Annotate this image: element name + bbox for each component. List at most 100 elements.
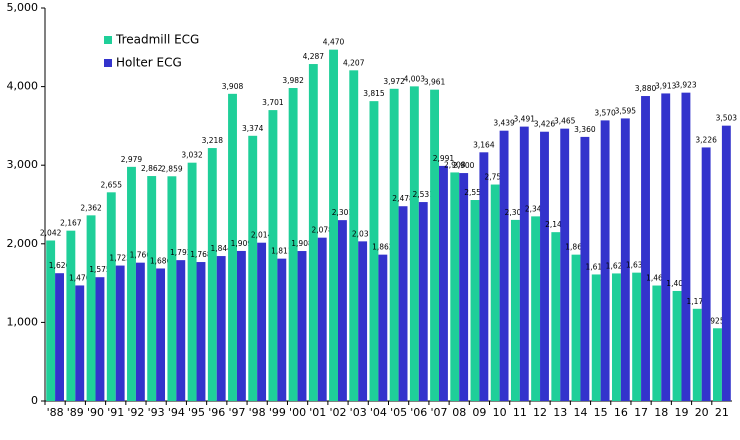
value-label: 3,595 [615, 106, 637, 115]
bar [531, 216, 541, 401]
value-label: 3,374 [242, 124, 264, 133]
bar [86, 215, 96, 401]
bar [248, 135, 258, 402]
value-label: 3,439 [493, 119, 515, 128]
value-label: 2,362 [80, 203, 102, 212]
y-tick-label: 5,000 [7, 1, 39, 14]
x-tick-label: 18 [654, 406, 668, 419]
value-label: 3,360 [574, 125, 596, 134]
bar [268, 110, 278, 401]
bar [620, 118, 630, 402]
value-label: 3,503 [716, 114, 738, 123]
bar [147, 176, 157, 401]
value-label: 1,469 [646, 274, 668, 283]
y-tick-label: 2,000 [7, 237, 39, 250]
bar [591, 274, 601, 401]
value-label: 2,014 [251, 231, 273, 240]
bar [459, 173, 469, 401]
value-label: 2,349 [525, 204, 547, 213]
bar [560, 128, 570, 401]
bar [721, 125, 731, 402]
x-tick-label: '92 [127, 406, 144, 419]
value-label: 3,961 [424, 78, 446, 87]
bar [187, 162, 197, 401]
value-label: 4,287 [303, 52, 325, 61]
x-tick-label: '88 [47, 406, 64, 419]
x-tick-label: '01 [309, 406, 326, 419]
bar [600, 120, 610, 401]
value-label: 2,078 [311, 226, 333, 235]
bar [66, 230, 76, 401]
value-label: 1,686 [150, 256, 172, 265]
bar [713, 328, 722, 401]
value-label: 1,626 [49, 261, 71, 270]
x-tick-label: '89 [67, 406, 84, 419]
bar [317, 237, 327, 401]
bar [490, 184, 500, 401]
bar [95, 277, 105, 401]
bar [519, 126, 529, 402]
x-tick-label: 09 [472, 406, 486, 419]
value-label: 1,844 [210, 244, 232, 253]
x-tick-label: 19 [674, 406, 688, 419]
y-tick-label: 3,000 [7, 158, 39, 171]
bar [701, 147, 711, 401]
value-label: 3,880 [635, 84, 657, 93]
value-label: 2,859 [161, 164, 183, 173]
x-tick-label: 21 [715, 406, 729, 419]
bar [135, 262, 145, 401]
value-label: 3,972 [383, 77, 405, 86]
bar [115, 265, 125, 401]
bar [349, 70, 359, 401]
value-label: 4,207 [343, 58, 365, 67]
bar [652, 285, 662, 401]
bar [632, 272, 642, 401]
value-label: 2,754 [484, 173, 506, 182]
value-label: 2,979 [121, 155, 143, 164]
bar [418, 202, 428, 401]
bar [450, 172, 460, 401]
bar [369, 101, 379, 402]
x-tick-label: '06 [410, 406, 427, 419]
value-label: 2,900 [453, 161, 475, 170]
bar [672, 290, 682, 401]
bar [580, 136, 590, 402]
bar [288, 88, 298, 401]
value-label: 2,042 [40, 228, 62, 237]
value-label: 2,148 [545, 220, 567, 229]
bar [337, 220, 347, 401]
y-tick-label: 4,000 [7, 80, 39, 93]
bar [439, 165, 448, 401]
x-tick-label: 10 [493, 406, 507, 419]
value-label: 1,400 [666, 279, 688, 288]
bar [430, 89, 440, 401]
bar [297, 251, 307, 401]
legend-swatch [104, 36, 112, 44]
x-tick-label: '91 [107, 406, 124, 419]
bar [228, 93, 237, 401]
value-label: 1,792 [170, 248, 192, 257]
x-tick-label: '07 [430, 406, 447, 419]
value-label: 1,633 [626, 261, 648, 270]
x-tick-label: 12 [533, 406, 547, 419]
x-tick-label: '05 [390, 406, 407, 419]
value-label: 3,982 [282, 76, 304, 85]
bar [409, 86, 419, 401]
x-tick-label: '98 [249, 406, 266, 419]
value-label: 1,610 [585, 262, 607, 271]
bar [378, 254, 388, 401]
legend-swatch [104, 59, 112, 67]
bar [551, 232, 561, 401]
value-label: 2,478 [392, 194, 414, 203]
x-tick-label: 15 [594, 406, 608, 419]
bar [499, 130, 509, 402]
value-label: 3,491 [514, 115, 536, 124]
bar [176, 260, 186, 401]
bar [479, 152, 489, 401]
value-label: 2,031 [352, 229, 374, 238]
bar [257, 242, 267, 401]
x-tick-label: 16 [614, 406, 628, 419]
value-label: 2,862 [141, 164, 163, 173]
bar [308, 64, 318, 401]
